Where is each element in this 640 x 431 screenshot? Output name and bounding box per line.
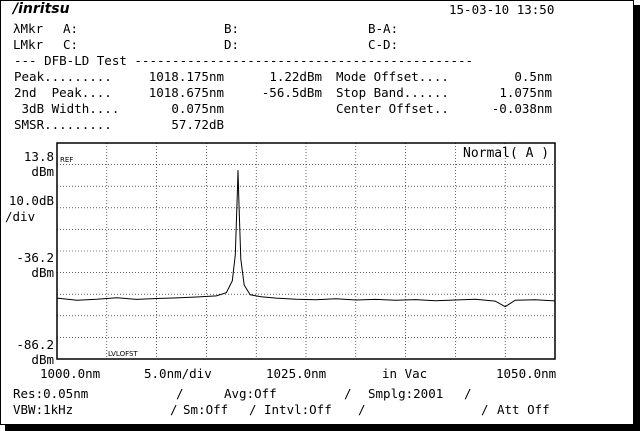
y-mid-unit: dBm [31,265,54,280]
separator: / [358,402,366,417]
marker-c-minus-d: C-D: [368,37,399,52]
display-mode: Normal( A ) [463,146,550,161]
stop-band-label: Stop Band...... [336,85,449,100]
width-3db-label: 3dB Width.... [14,101,120,116]
level-marker-label: LMkr [13,37,44,52]
x-medium: in Vac [382,366,428,381]
screen-shadow-bottom [5,425,640,431]
separator: / [170,402,178,417]
lvl-offset-tag: LVLOFST [108,350,138,358]
ref-tag: REF [60,156,73,164]
stop-band-value: 1.075nm [499,85,552,100]
marker-d: D: [224,37,240,52]
y-top-unit: dBm [31,164,54,179]
average-setting: Avg:Off [224,386,277,401]
x-scale: 5.0nm/div [144,366,212,381]
second-peak-label: 2nd Peak.... [14,85,112,100]
second-peak-wavelength: 1018.675nm [148,85,224,100]
separator: / [481,402,489,417]
separator: / [176,386,184,401]
width-3db-value: 0.075nm [171,101,224,116]
spectrum-trace [56,170,556,308]
graph-grid [57,143,555,359]
separator: / [249,402,257,417]
x-center: 1025.0nm [266,366,327,381]
y-top-value: 13.8 [23,149,54,164]
marker-a: A: [63,21,79,36]
smsr-label: SMSR......... [14,117,112,132]
separator: / [344,386,352,401]
resolution-setting: Res:0.05nm [13,386,89,401]
y-mid-value: -36.2 [16,250,54,265]
peak-level: 1.22dBm [269,69,322,84]
brand-logo: /inritsu [13,1,70,17]
second-peak-level: -56.5dBm [261,85,322,100]
x-end: 1050.0nm [496,366,557,381]
smsr-value: 57.72dB [171,117,224,132]
vbw-setting: VBW:1kHz [13,402,74,417]
x-start: 1000.0nm [40,366,101,381]
center-offset-label: Center Offset.. [336,101,449,116]
peak-wavelength: 1018.175nm [148,69,224,84]
smoothing-setting: Sm:Off [183,402,229,417]
marker-b: B: [224,21,240,36]
mode-offset-value: 0.5nm [514,69,552,84]
center-offset-value: -0.038nm [491,101,552,116]
y-bottom-unit: dBm [31,352,54,367]
screen-shadow-right [634,5,640,431]
y-scale-unit: /div [5,209,36,224]
test-title: --- DFB-LD Test ------------------------… [14,53,474,68]
y-scale: 10.0dB [8,193,54,208]
separator: / [464,386,472,401]
sampling-setting: Smplg:2001 [368,386,444,401]
mode-offset-label: Mode Offset.... [336,69,449,84]
datetime: 15-03-10 13:50 [449,2,555,17]
peak-label: Peak......... [14,69,112,84]
marker-c: C: [63,37,79,52]
marker-b-minus-a: B-A: [368,21,399,36]
wavelength-marker-label: λMkr [13,21,44,36]
y-bottom-value: -86.2 [16,337,54,352]
attenuator-setting: Att Off [497,402,550,417]
interval-setting: Intvl:Off [264,402,332,417]
